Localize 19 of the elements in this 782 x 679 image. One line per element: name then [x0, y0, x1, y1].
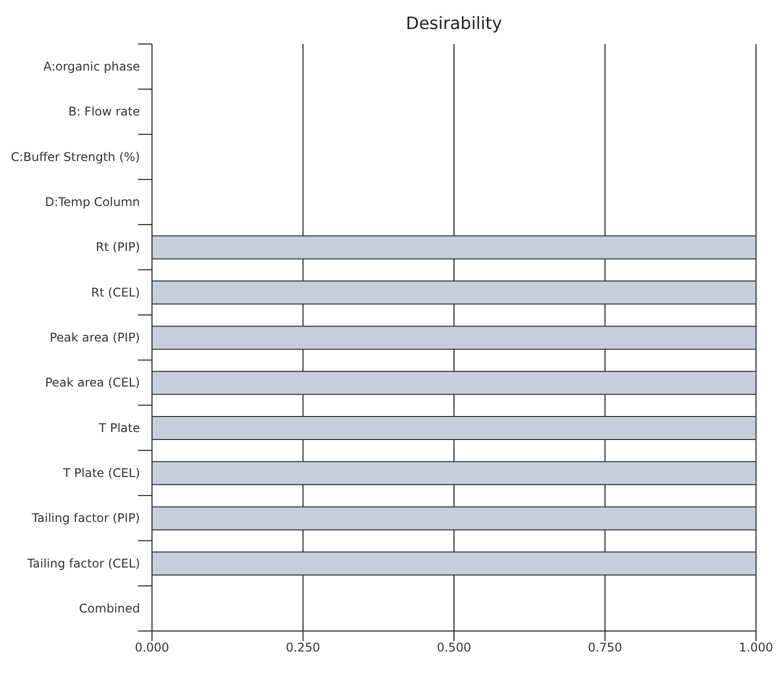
y-tick-label: T Plate: [98, 420, 140, 435]
x-tick-label: 0.250: [286, 640, 320, 655]
y-tick-label: A:organic phase: [43, 60, 140, 74]
chart-title: Desirability: [404, 14, 504, 34]
y-tick-label: Tailing factor (PIP): [30, 511, 140, 526]
x-tick-label: 0.500: [436, 640, 472, 655]
y-tick-label: Peak area (PIP): [50, 330, 140, 344]
y-tick-label: Rt (PIP): [96, 240, 140, 254]
y-tick-label: Combined: [79, 601, 140, 616]
y-tick-label: Rt (CEL): [91, 285, 140, 300]
x-tick-label: 1.000: [738, 640, 774, 655]
x-tick-label: 0.750: [588, 640, 622, 655]
y-tick-label: D:Temp Column: [44, 195, 140, 210]
y-tick-label: Peak area (CEL): [45, 376, 140, 390]
y-tick-label: T Plate (CEL): [62, 466, 140, 480]
y-tick-label: B: Flow rate: [68, 104, 140, 119]
y-tick-label: C:Buffer Strength (%): [10, 150, 140, 164]
x-tick-label: 0.000: [134, 640, 170, 655]
y-tick-label: Tailing factor (CEL): [26, 556, 140, 570]
